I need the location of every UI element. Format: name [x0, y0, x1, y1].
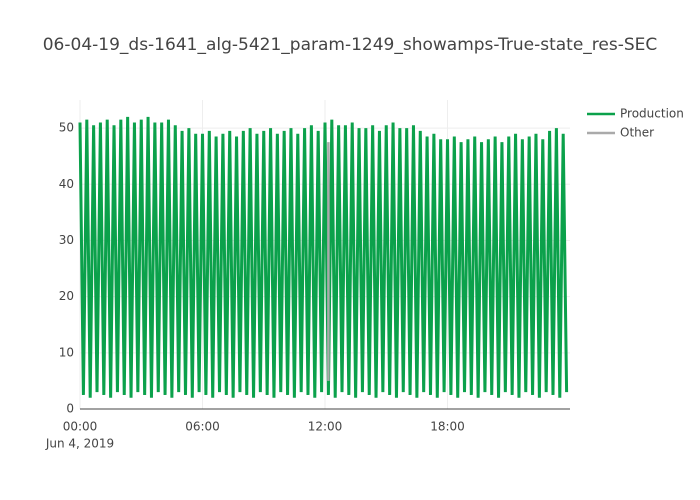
x-tick-label: 12:00 [308, 420, 343, 434]
legend-label: Other [620, 126, 654, 140]
y-tick-label: 40 [59, 177, 74, 191]
y-tick-label: 30 [59, 233, 74, 247]
series-line [78, 116, 569, 398]
x-tick-label: 18:00 [430, 420, 465, 434]
legend-label: Production [620, 107, 684, 121]
chart-title: 06-04-19_ds-1641_alg-5421_param-1249_sho… [43, 35, 658, 55]
x-date-label: Jun 4, 2019 [45, 437, 114, 451]
x-tick-label: 00:00 [63, 420, 98, 434]
y-tick-label: 50 [59, 121, 74, 135]
y-tick-label: 10 [59, 345, 74, 359]
y-tick-label: 20 [59, 289, 74, 303]
y-tick-label: 0 [66, 402, 74, 416]
x-tick-label: 06:00 [185, 420, 220, 434]
